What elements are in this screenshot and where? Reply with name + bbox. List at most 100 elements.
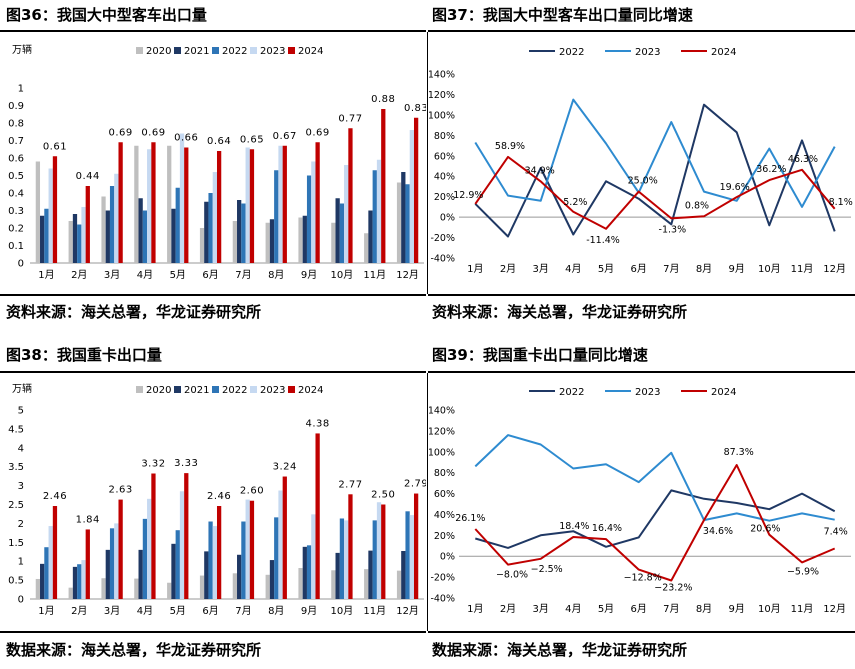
bar-2020 — [134, 578, 139, 599]
bar-2021 — [105, 549, 110, 599]
data-label: 0.65 — [240, 134, 264, 145]
data-label: −12.8% — [624, 573, 662, 584]
y-tick-label: 140% — [429, 406, 455, 417]
bar-2021 — [72, 214, 78, 263]
bar-2024 — [184, 147, 189, 263]
y-tick-label: 0.2 — [8, 224, 24, 235]
data-label: 58.9% — [495, 141, 525, 152]
bar-2020 — [298, 568, 303, 599]
legend-entry: 2023 — [635, 387, 660, 398]
y-tick-label: 0% — [440, 552, 455, 563]
series-line-2023 — [474, 98, 836, 208]
x-tick-label: 4月 — [137, 269, 153, 281]
y-tick-label: 120% — [429, 426, 455, 437]
bar-2022 — [142, 518, 148, 599]
y-tick-label: 0.5 — [8, 171, 24, 182]
bar-2023 — [344, 520, 349, 599]
y-tick-label: 20% — [434, 192, 455, 203]
x-tick-label: 2月 — [500, 603, 516, 615]
x-tick-label: 9月 — [728, 603, 744, 615]
bar-2023 — [409, 515, 414, 599]
legend-entry: 2021 — [184, 385, 209, 396]
bar-2021 — [204, 551, 209, 599]
data-label: 12.9% — [453, 190, 483, 201]
y-tick-label: 1.5 — [8, 538, 24, 549]
bar-2023 — [114, 523, 119, 599]
bar-2021 — [335, 198, 340, 263]
bar-2021 — [40, 215, 45, 263]
y-tick-label: 100% — [429, 447, 455, 458]
data-label: 0.69 — [108, 127, 132, 138]
y-tick-label: 0% — [440, 213, 455, 224]
bar-2023 — [212, 526, 217, 599]
bar-2022 — [241, 521, 246, 599]
data-label: 4.38 — [305, 418, 329, 429]
divider-top-left — [0, 30, 426, 32]
x-tick-label: 10月 — [758, 603, 781, 615]
data-label: 2.46 — [43, 491, 67, 502]
bar-2021 — [171, 543, 176, 599]
legend-entry: 2024 — [711, 47, 736, 58]
data-label: 2.79 — [404, 479, 426, 490]
data-label: 0.88 — [371, 94, 395, 105]
x-tick-label: 6月 — [202, 269, 218, 281]
chart-37: -40% -20% 0% 20% 40% 60% 80% 100% 120% 140% 1月 2月 3月… — [428, 32, 855, 294]
bar-2023 — [376, 159, 382, 263]
y-tick-label: 60% — [434, 489, 455, 500]
bar-2023 — [376, 502, 382, 599]
y-tick-label: -40% — [430, 594, 455, 605]
x-tick-label: 12月 — [396, 605, 419, 617]
bar-2023 — [311, 161, 316, 263]
x-tick-label: 9月 — [728, 263, 744, 275]
bar-2024 — [282, 476, 287, 599]
series-line-2023 — [474, 434, 835, 522]
data-label: 36.2% — [756, 164, 786, 175]
bar-2021 — [237, 554, 242, 599]
series-line-2024 — [474, 464, 836, 582]
data-label: 2.60 — [240, 486, 264, 497]
data-label: 2.50 — [371, 490, 395, 501]
legend-swatch — [212, 47, 219, 54]
bar-2022 — [405, 184, 410, 263]
bar-2023 — [48, 526, 53, 599]
bar-2021 — [138, 549, 143, 599]
data-label: 87.3% — [724, 447, 754, 458]
bar-2020 — [134, 145, 139, 263]
bar-2020 — [331, 222, 336, 263]
bar-2020 — [364, 233, 369, 263]
panel-title-38: 图38：我国重卡出口量 — [6, 346, 162, 364]
x-tick-label: 9月 — [301, 269, 317, 281]
x-tick-label: 5月 — [170, 269, 186, 281]
bar-2020 — [396, 182, 402, 263]
bar-2021 — [368, 210, 373, 263]
x-tick-label: 5月 — [598, 603, 614, 615]
x-tick-label: 7月 — [235, 269, 251, 281]
y-tick-label: 0.5 — [8, 576, 24, 587]
legend-entry: 2023 — [260, 46, 285, 57]
bar-2022 — [274, 170, 279, 263]
divider-mid-right-1 — [428, 294, 855, 296]
legend-entry: 2022 — [222, 46, 247, 57]
x-tick-label: 10月 — [331, 269, 354, 281]
y-tick-label: 20% — [434, 531, 455, 542]
bar-2024 — [413, 493, 419, 599]
x-tick-label: 5月 — [170, 605, 186, 617]
bar-2023 — [48, 168, 53, 263]
data-label: 0.44 — [76, 171, 100, 182]
bar-2020 — [199, 228, 205, 263]
x-tick-label: 8月 — [696, 603, 712, 615]
x-tick-label: 12月 — [823, 263, 846, 275]
divider-top-right — [428, 30, 855, 32]
bar-2020 — [35, 161, 41, 263]
bar-2021 — [72, 566, 78, 599]
x-tick-label: 7月 — [235, 605, 251, 617]
legend-swatch — [136, 47, 143, 54]
x-tick-label: 6月 — [630, 603, 646, 615]
x-tick-label: 3月 — [104, 269, 120, 281]
bar-2021 — [171, 208, 176, 263]
bar-2022 — [208, 193, 213, 263]
bar-2020 — [167, 582, 172, 599]
legend-entry: 2020 — [146, 385, 171, 396]
x-tick-label: 7月 — [663, 603, 679, 615]
bar-2024 — [85, 529, 90, 599]
